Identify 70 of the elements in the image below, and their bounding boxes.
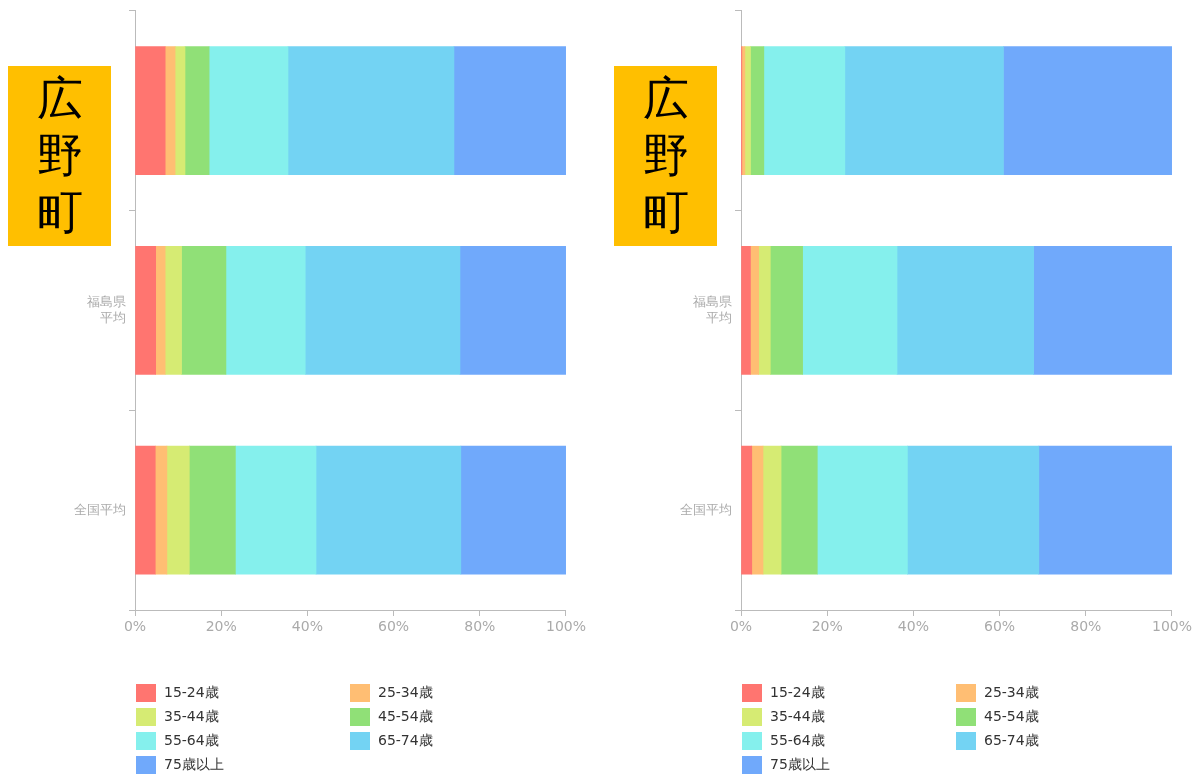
legend-label: 75歳以上: [770, 756, 830, 774]
x-tick-label: 60%: [378, 618, 410, 635]
bar: [287, 46, 455, 175]
y-tick-label: 全国平均: [74, 501, 126, 517]
x-tick-label: 40%: [897, 618, 929, 635]
legend-label: 45-54歳: [984, 708, 1039, 726]
bar: [184, 46, 210, 175]
x-tick-label: 100%: [545, 618, 586, 635]
bar: [750, 246, 759, 375]
y-tick-label: 全国平均: [680, 501, 732, 517]
legend-label: 55-64歳: [770, 732, 825, 750]
bar: [758, 246, 771, 375]
bar: [741, 246, 751, 375]
bar: [750, 46, 765, 175]
x-tick-label: 80%: [1070, 618, 1102, 635]
bar: [315, 445, 462, 575]
x-tick-label: 0%: [729, 618, 753, 635]
x-tick-label: 20%: [205, 618, 237, 635]
bar: [744, 46, 751, 175]
bar: [780, 445, 818, 575]
bar: [225, 246, 306, 375]
bar: [166, 445, 190, 575]
bar: [751, 445, 764, 575]
text: 広野町: [642, 70, 690, 241]
x-tick-label: 0%: [123, 618, 147, 635]
bar: [235, 445, 317, 575]
bar: [208, 46, 289, 175]
bar: [1003, 46, 1172, 175]
legend-label: 75歳以上: [164, 756, 224, 774]
text: 広野町: [36, 70, 84, 241]
x-tick-label: 60%: [984, 618, 1016, 635]
legend-label: 55-64歳: [164, 732, 219, 750]
bar: [763, 46, 846, 175]
bar: [164, 46, 176, 175]
bar: [816, 445, 908, 575]
bar: [741, 445, 753, 575]
legend-label: 35-44歳: [164, 708, 219, 726]
legend-label: 15-24歳: [164, 684, 219, 702]
bar: [459, 246, 566, 375]
y-tick-label: 福島県平均: [87, 293, 126, 325]
bar: [135, 46, 166, 175]
legend-label: 45-54歳: [378, 708, 433, 726]
x-tick-label: 80%: [464, 618, 496, 635]
y-tick-label: 福島県平均: [693, 293, 732, 325]
bar: [135, 445, 156, 575]
x-tick-label: 20%: [811, 618, 843, 635]
x-tick-label: 100%: [1151, 618, 1192, 635]
bar: [174, 46, 186, 175]
legend-label: 65-74歳: [378, 732, 433, 750]
bar: [1033, 246, 1172, 375]
x-tick-label: 40%: [291, 618, 323, 635]
bar: [769, 246, 803, 375]
bar: [304, 246, 461, 375]
bar: [188, 445, 236, 575]
legend-label: 35-44歳: [770, 708, 825, 726]
legend-label: 15-24歳: [770, 684, 825, 702]
bar: [762, 445, 782, 575]
bar: [802, 246, 898, 375]
legend-label: 25-34歳: [984, 684, 1039, 702]
bar: [135, 246, 157, 375]
legend-label: 65-74歳: [984, 732, 1039, 750]
bar: [181, 246, 227, 375]
bar: [896, 246, 1034, 375]
bar: [844, 46, 1004, 175]
bar: [164, 246, 182, 375]
legend-label: 25-34歳: [378, 684, 433, 702]
bar: [453, 46, 566, 175]
bar: [1038, 445, 1172, 575]
bar: [907, 445, 1040, 575]
bar: [460, 445, 566, 575]
